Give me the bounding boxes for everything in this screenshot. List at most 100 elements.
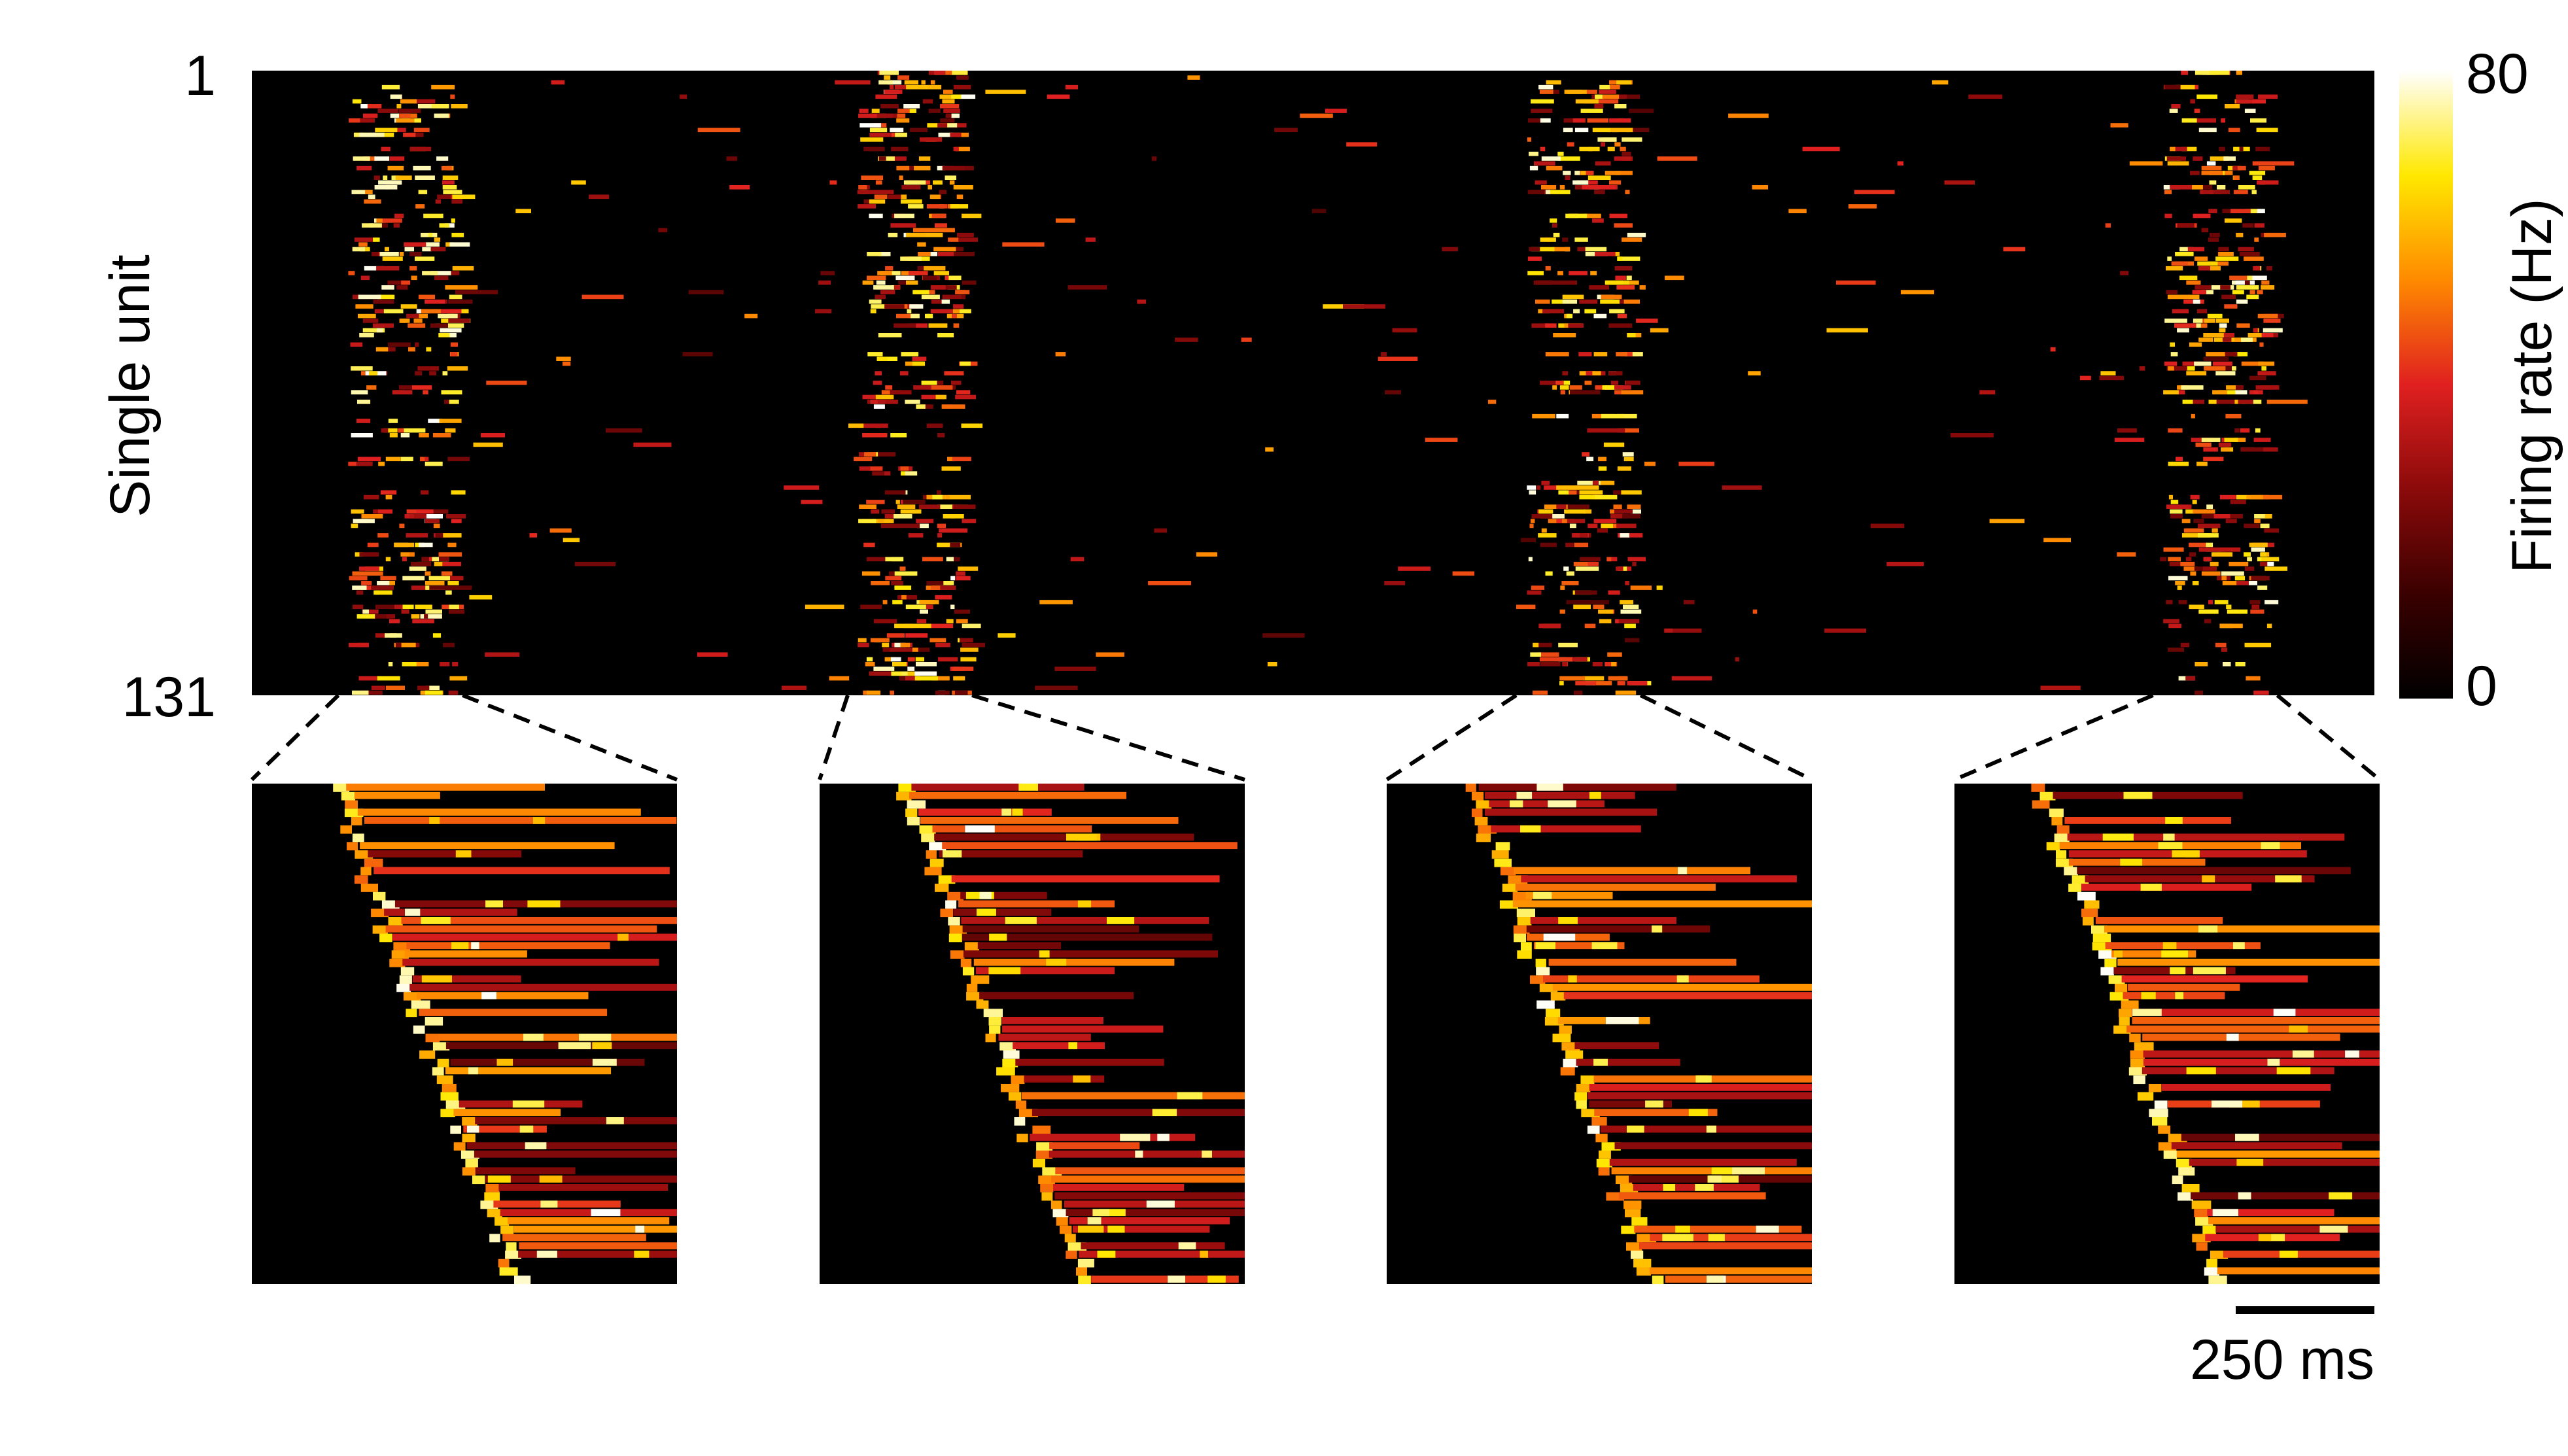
inset-heatmap-cell xyxy=(1008,1092,1022,1101)
main-heatmap-cell xyxy=(439,223,449,228)
main-heatmap-cell xyxy=(1346,142,1378,147)
main-heatmap-cell xyxy=(907,323,928,328)
main-heatmap-cell xyxy=(955,394,977,400)
main-heatmap-cell xyxy=(377,509,393,514)
main-heatmap-cell xyxy=(1608,676,1628,681)
main-heatmap-cell xyxy=(1548,519,1563,523)
inset-heatmap-cell xyxy=(2223,1251,2380,1258)
main-heatmap-cell xyxy=(943,109,960,113)
inset-heatmap-cell xyxy=(2212,1209,2238,1217)
main-heatmap-cell xyxy=(2260,561,2270,566)
main-heatmap-cell xyxy=(890,433,907,438)
main-heatmap-cell xyxy=(929,194,941,199)
main-heatmap-cell xyxy=(1531,519,1535,523)
main-heatmap-cell xyxy=(2217,185,2226,190)
main-heatmap-cell xyxy=(1559,609,1565,614)
main-heatmap-cell xyxy=(1568,323,1584,328)
main-heatmap-cell xyxy=(870,638,890,643)
main-heatmap-cell xyxy=(879,252,891,256)
main-heatmap-cell xyxy=(1584,213,1601,218)
main-heatmap-cell xyxy=(1618,619,1640,623)
inset-heatmap-cell xyxy=(1476,833,1491,842)
main-heatmap-cell xyxy=(1148,581,1191,585)
main-heatmap-cell xyxy=(1592,128,1610,133)
inset-heatmap-cell xyxy=(949,925,967,934)
main-heatmap-cell xyxy=(1552,223,1557,228)
main-heatmap-cell xyxy=(935,690,950,695)
main-heatmap-cell xyxy=(1566,571,1574,576)
main-heatmap-cell xyxy=(2240,252,2260,256)
main-heatmap-cell xyxy=(1540,380,1555,385)
main-heatmap-cell xyxy=(449,299,473,304)
main-heatmap-cell xyxy=(1597,528,1608,533)
main-heatmap-cell xyxy=(905,471,918,476)
main-heatmap-cell xyxy=(1824,628,1866,633)
inset-heatmap-cell xyxy=(1732,1167,1765,1175)
inset-heatmap-cell xyxy=(2130,1058,2145,1067)
inset-heatmap-cell xyxy=(1016,1134,1028,1143)
inset-heatmap-cell xyxy=(999,1042,1016,1051)
inset-heatmap-cell xyxy=(474,1151,677,1158)
inset-heatmap-cell xyxy=(977,942,1062,950)
main-heatmap-cell xyxy=(356,165,372,171)
main-heatmap-cell xyxy=(375,633,387,638)
inset-heatmap-cell xyxy=(1707,1175,1739,1183)
main-heatmap-cell xyxy=(1541,528,1547,533)
inset-heatmap-cell xyxy=(466,1142,677,1150)
main-heatmap-cell xyxy=(1636,319,1658,323)
main-heatmap-cell xyxy=(1175,338,1198,342)
main-heatmap-cell xyxy=(1897,161,1903,166)
main-heatmap-cell xyxy=(682,352,713,356)
main-heatmap-cell xyxy=(1617,428,1639,433)
main-heatmap-cell xyxy=(953,323,960,328)
inset-heatmap-cell xyxy=(942,842,1238,850)
inset-heatmap-cell xyxy=(2081,909,2098,918)
main-heatmap-cell xyxy=(884,471,891,476)
main-heatmap-cell xyxy=(2200,190,2206,194)
main-heatmap-cell xyxy=(1527,662,1540,667)
main-heatmap-cell xyxy=(2168,428,2183,433)
inset-heatmap-cell xyxy=(389,958,406,967)
main-heatmap-cell xyxy=(2236,99,2255,104)
main-heatmap-cell xyxy=(2221,438,2227,442)
main-heatmap-cell xyxy=(2244,642,2272,648)
main-heatmap-cell xyxy=(953,304,964,309)
main-heatmap-cell xyxy=(960,361,971,366)
inset-heatmap-cell xyxy=(1580,1075,1595,1084)
main-heatmap-cell xyxy=(1487,400,1497,404)
main-heatmap-cell xyxy=(1616,80,1632,85)
main-heatmap-cell xyxy=(1752,185,1768,190)
colorbar-tick-min: 0 xyxy=(2466,655,2497,718)
inset-heatmap-cell xyxy=(1092,1209,1110,1217)
main-heatmap-cell xyxy=(381,147,390,152)
inset-heatmap-cell xyxy=(1550,992,1566,1001)
main-heatmap-cell xyxy=(901,185,921,190)
main-heatmap-cell xyxy=(954,690,968,695)
inset-heatmap-cell xyxy=(965,825,995,833)
inset-heatmap-cell xyxy=(1517,917,1532,926)
main-heatmap-cell xyxy=(2245,209,2264,213)
main-heatmap-cell xyxy=(2189,552,2196,557)
main-heatmap-cell xyxy=(1311,209,1327,213)
main-heatmap-cell xyxy=(933,271,949,275)
main-heatmap-cell xyxy=(401,604,414,610)
main-heatmap-cell xyxy=(937,165,945,171)
main-heatmap-cell xyxy=(2252,99,2266,104)
main-heatmap-cell xyxy=(358,294,381,300)
main-heatmap-cell xyxy=(1085,237,1096,242)
main-heatmap-cell xyxy=(891,581,903,585)
main-heatmap-cell xyxy=(1538,84,1553,90)
main-heatmap-cell xyxy=(949,309,962,314)
inset-heatmap-cell xyxy=(2193,967,2226,975)
main-heatmap-cell xyxy=(1593,604,1605,610)
main-heatmap-cell xyxy=(947,457,955,462)
main-heatmap-cell xyxy=(443,642,455,648)
main-heatmap-cell xyxy=(916,648,930,652)
main-heatmap-cell xyxy=(2249,542,2267,547)
main-heatmap-cell xyxy=(1728,113,1769,118)
inset-heatmap-cell xyxy=(634,1251,650,1258)
main-heatmap-cell xyxy=(1573,604,1591,610)
main-heatmap-cell xyxy=(1598,457,1606,462)
main-heatmap-cell xyxy=(1570,504,1589,509)
main-heatmap-cell xyxy=(2212,361,2232,366)
